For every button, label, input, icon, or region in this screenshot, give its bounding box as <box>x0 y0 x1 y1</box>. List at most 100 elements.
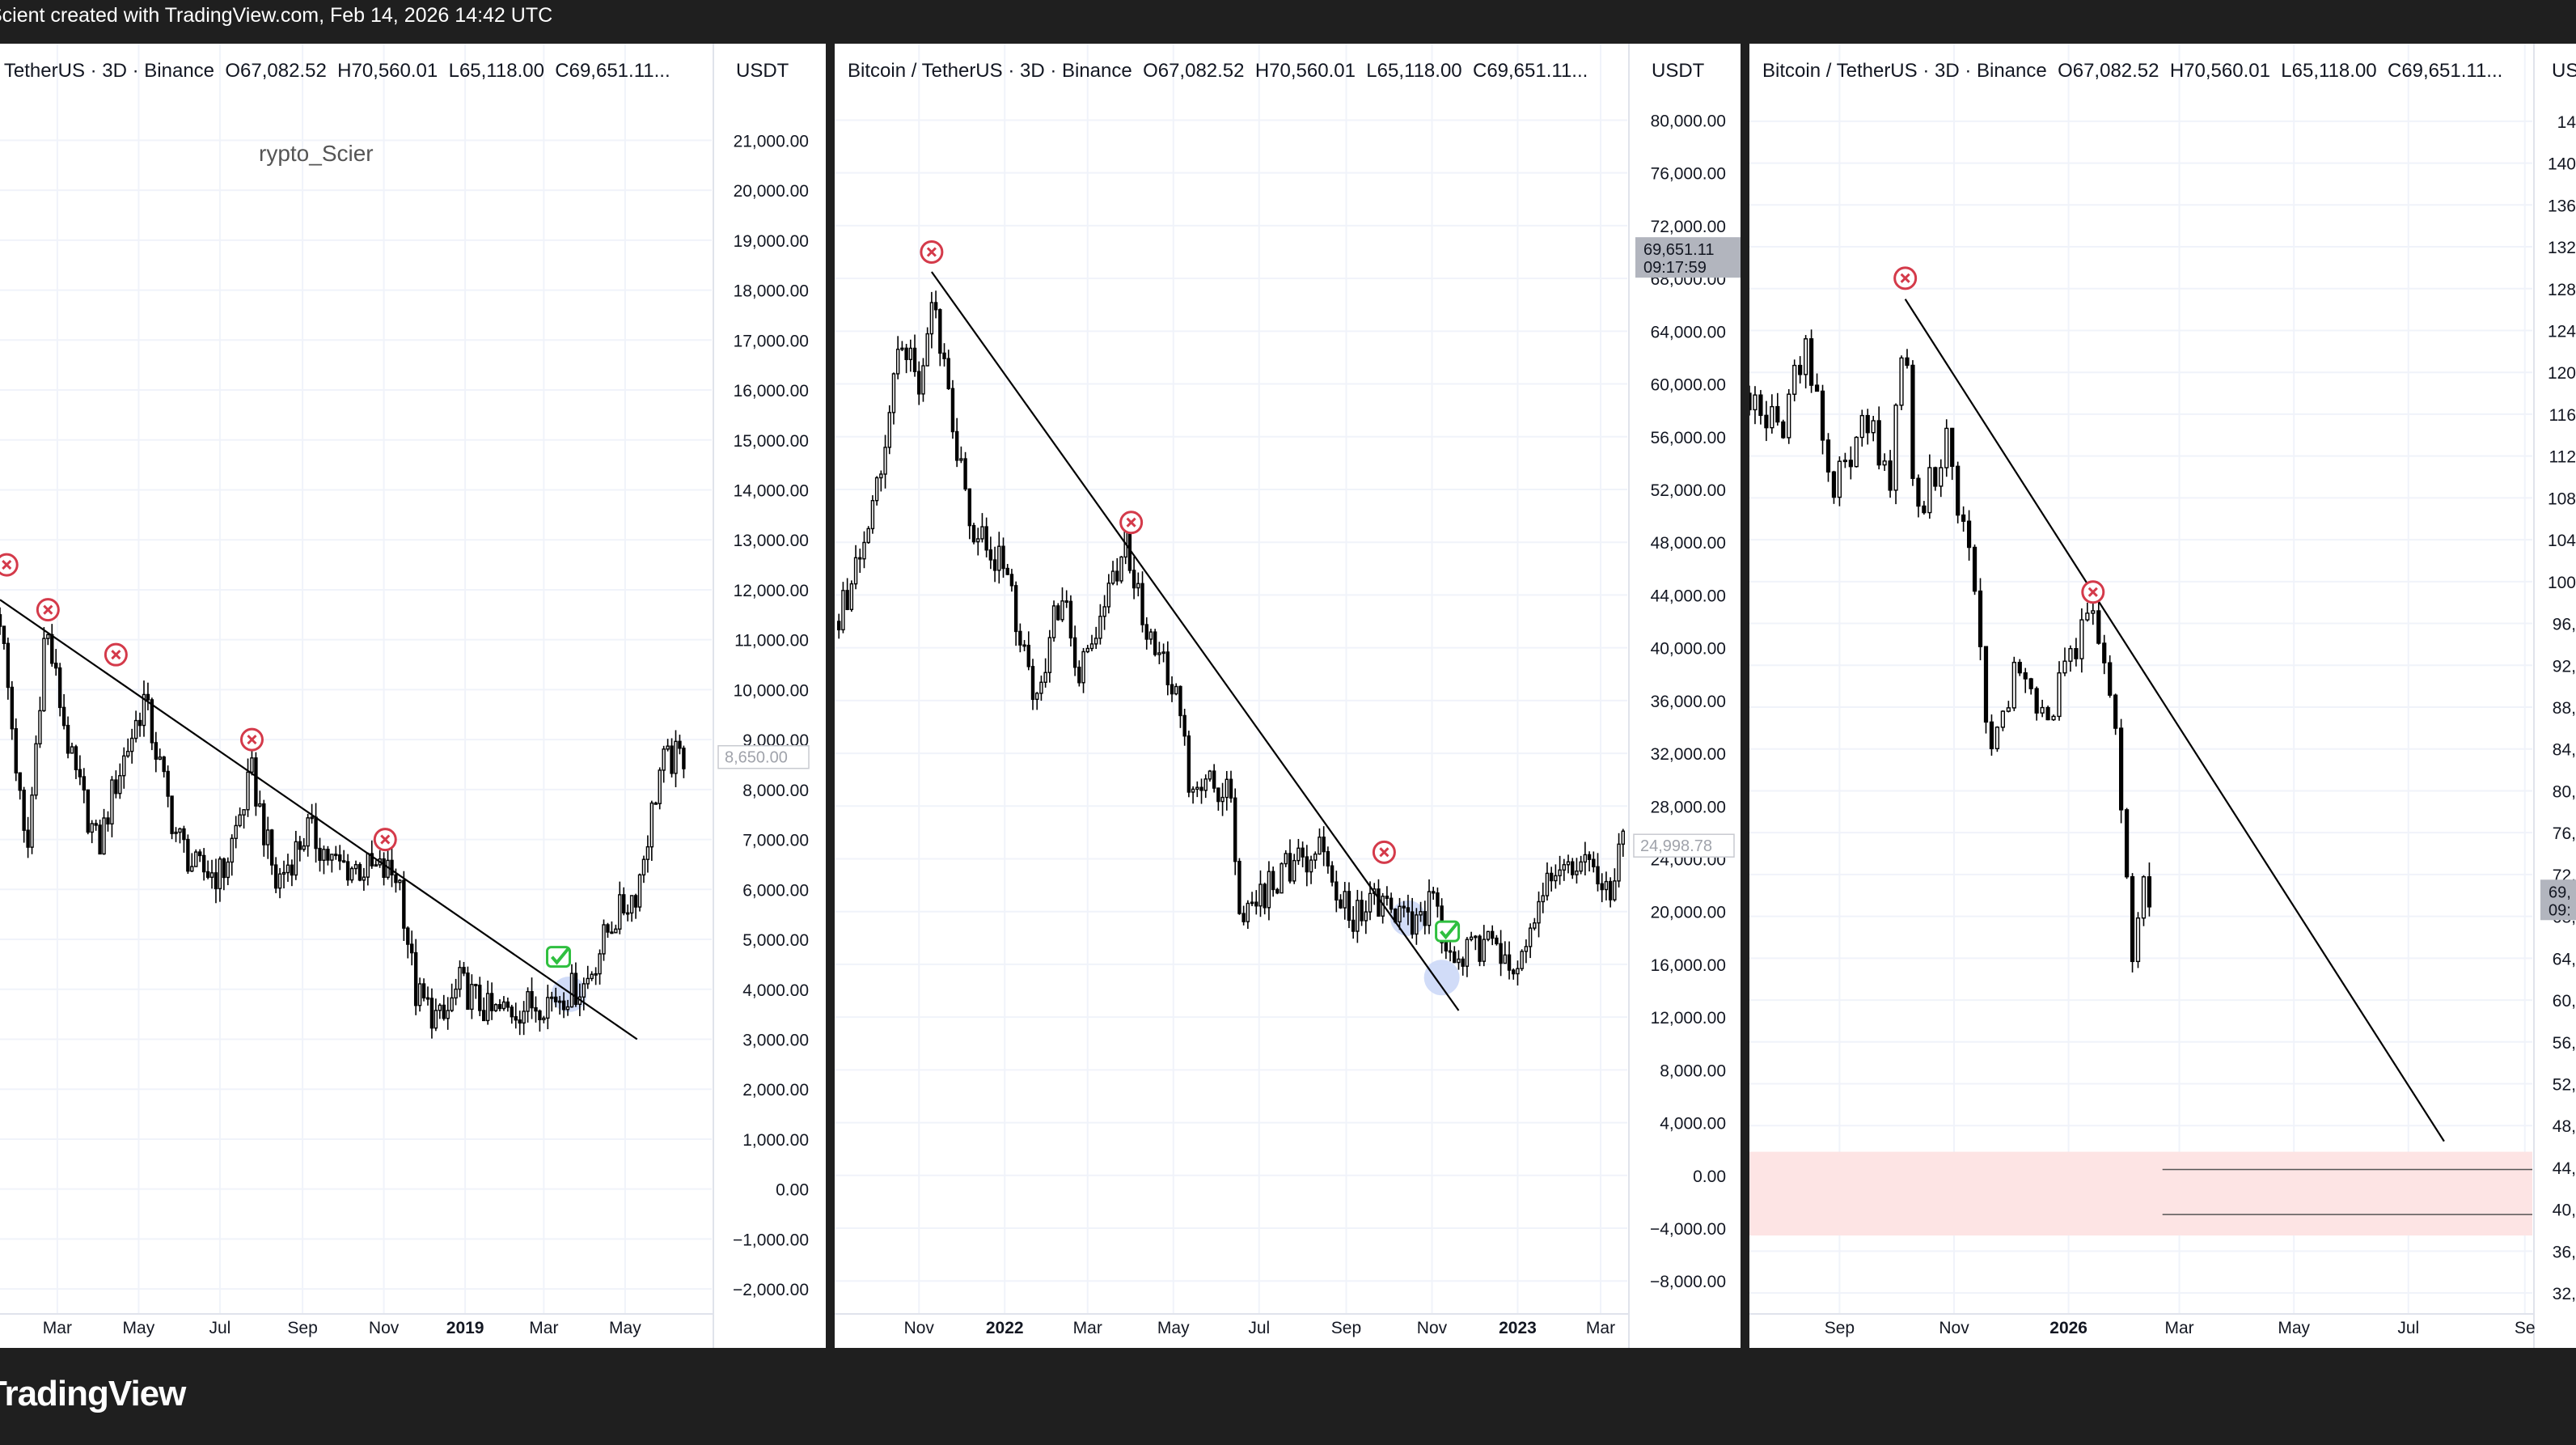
y-tick-label: 56, <box>2553 1034 2576 1053</box>
candle <box>610 931 614 934</box>
candle <box>1533 922 1537 929</box>
y-tick-label: 80, <box>2553 782 2576 801</box>
candle <box>1250 901 1254 905</box>
y-tick-label: 7,000.00 <box>742 832 809 850</box>
x-tick-label: Nov <box>369 1319 400 1337</box>
candle <box>1820 390 1825 441</box>
candle <box>166 770 170 797</box>
candle <box>1313 853 1318 861</box>
candle <box>1136 583 1140 589</box>
candle <box>1292 859 1296 882</box>
x-tick-label: Sep <box>287 1319 317 1337</box>
candle <box>1406 907 1411 913</box>
x-tick-label: Mar <box>43 1319 72 1337</box>
candle <box>269 829 274 866</box>
candle <box>1583 854 1588 863</box>
candle <box>482 1010 486 1022</box>
price-axis[interactable] <box>713 44 826 1348</box>
candle <box>485 993 490 1022</box>
watermark-text: rypto_Scier <box>259 141 374 166</box>
candle <box>674 740 678 774</box>
candle <box>1469 936 1474 940</box>
y-tick-label: 36, <box>2553 1243 2576 1261</box>
candle <box>1448 950 1453 953</box>
candle <box>550 996 554 999</box>
y-tick-label: 12,000.00 <box>1651 1009 1726 1028</box>
price-axis[interactable] <box>2534 44 2576 1348</box>
candle <box>1775 405 1780 423</box>
candle <box>963 458 967 490</box>
y-tick-label: 88, <box>2553 699 2576 718</box>
candle <box>2051 715 2056 721</box>
chart-pane-2018[interactable]: 21,000.00 20,000.00 19,000.00 18,000.00 17,0… <box>0 44 826 1348</box>
tradingview-logo: TradingView <box>0 1374 186 1413</box>
candle <box>1764 414 1769 429</box>
y-tick-label: 116 <box>2549 406 2576 425</box>
candle <box>74 746 78 770</box>
chart-pane-2022[interactable]: 80,000.00 76,000.00 72,000.00 68,000.00 64,0… <box>835 44 1741 1348</box>
candle <box>2040 706 2045 714</box>
candle <box>1009 574 1014 587</box>
candle <box>1916 477 1921 507</box>
rejection-x-icon <box>926 247 937 257</box>
candle <box>641 858 646 876</box>
candle <box>1859 414 1864 439</box>
candle <box>984 526 988 551</box>
candle <box>345 861 350 881</box>
candle <box>242 809 246 816</box>
candle <box>1039 681 1043 694</box>
x-tick-label: Mar <box>2165 1319 2194 1337</box>
chart-2026-plot[interactable]: 14 140 136 132 128 124 120 116 112 108 104 100 96, 92… <box>1749 44 2576 1348</box>
last-price-label: 24,998.78 <box>1640 837 1712 855</box>
trendline[interactable] <box>1904 299 2445 1142</box>
candle <box>413 951 418 1006</box>
candle <box>586 977 590 985</box>
candle <box>94 823 98 826</box>
candle <box>6 642 11 689</box>
rejection-x-icon <box>1379 847 1390 858</box>
candle <box>1432 891 1436 894</box>
candle <box>126 750 130 757</box>
candle <box>1288 853 1292 882</box>
chart-header: Bitcoin / TetherUS · 3D · Binance O67,08… <box>1762 60 2502 83</box>
candle <box>1237 860 1241 914</box>
candle <box>234 824 238 839</box>
candle <box>294 841 298 876</box>
candle <box>1621 830 1625 845</box>
candle <box>891 373 896 413</box>
y-tick-label: 112 <box>2549 448 2576 467</box>
candle <box>1064 600 1068 603</box>
price-badge <box>1633 833 1735 858</box>
x-tick-label: Se <box>2515 1319 2536 1337</box>
candle <box>1309 859 1313 873</box>
candle <box>1389 897 1394 910</box>
candle <box>178 828 182 833</box>
candle <box>194 851 198 867</box>
trendline[interactable] <box>0 599 638 1040</box>
candle <box>1174 685 1178 695</box>
candle <box>26 829 30 848</box>
y-tick-label: 21,000.00 <box>734 132 809 150</box>
candle <box>1600 883 1604 891</box>
candle <box>201 854 206 873</box>
candle <box>590 973 594 980</box>
candle <box>1837 460 1842 498</box>
y-tick-label: 1,000.00 <box>742 1131 809 1150</box>
candle <box>1592 858 1596 867</box>
candle <box>1798 364 1803 375</box>
y-tick-label: 5,000.00 <box>742 931 809 950</box>
candle <box>133 719 138 739</box>
candle <box>908 347 913 361</box>
candle <box>2113 694 2118 729</box>
candle <box>417 983 422 1006</box>
candle <box>1131 570 1136 589</box>
candle <box>522 1011 526 1024</box>
chart-2022-plot[interactable]: 80,000.0076,000.0072,000.0068,000.0064,0… <box>835 44 1741 1348</box>
chart-pane-2026[interactable]: 14 140 136 132 128 124 120 116 112 108 104 100 96, 92… <box>1749 44 2576 1348</box>
candle <box>310 816 314 820</box>
x-tick-label: Jul <box>2397 1319 2419 1337</box>
trendline[interactable] <box>930 271 1460 1011</box>
candle <box>921 365 925 395</box>
chart-2018-plot[interactable]: 21,000.00 20,000.00 19,000.00 18,000.00 17,0… <box>0 44 826 1348</box>
candle <box>938 309 942 354</box>
